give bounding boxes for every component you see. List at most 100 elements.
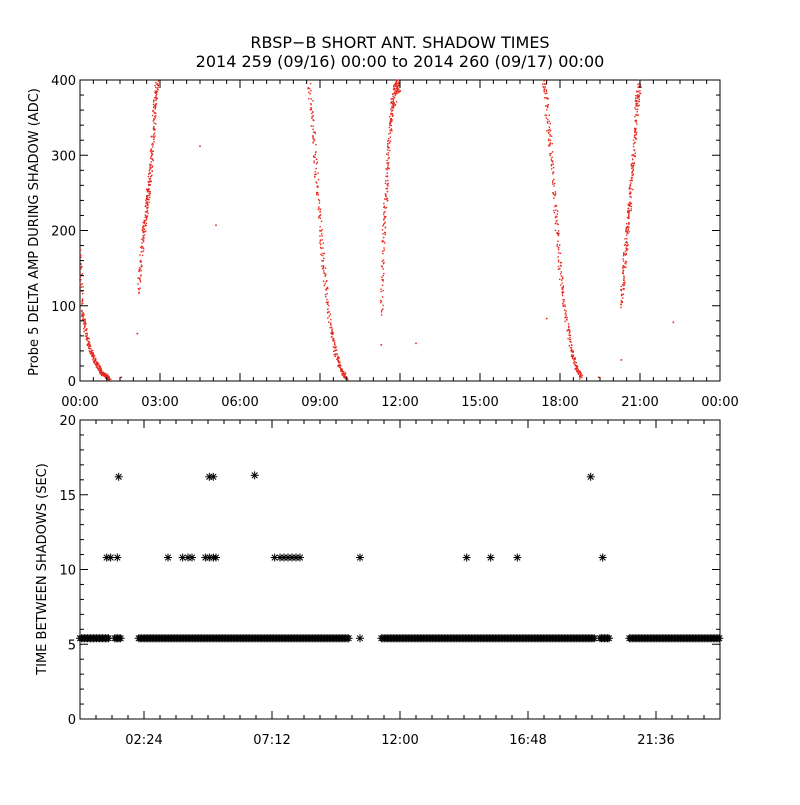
top-data-point: [105, 376, 107, 378]
top-data-point: [386, 183, 388, 186]
top-data-point: [142, 221, 144, 224]
top-data-point: [638, 104, 641, 107]
top-data-point: [319, 208, 322, 210]
top-data-point: [635, 108, 637, 111]
top-data-point: [389, 129, 392, 132]
top-data-point: [312, 135, 314, 137]
top-data-point: [549, 122, 551, 125]
top-data-point: [636, 97, 639, 99]
top-data-point: [575, 362, 577, 364]
top-data-point: [151, 114, 154, 117]
top-data-point: [331, 331, 333, 334]
top-data-point: [81, 301, 83, 303]
top-data-point: [322, 254, 324, 257]
top-data-point: [152, 118, 155, 120]
top-data-point: [141, 254, 144, 257]
top-data-point: [557, 268, 560, 271]
top-data-point: [329, 326, 331, 329]
top-data-point: [322, 266, 325, 268]
top-data-point: [341, 372, 344, 375]
top-data-point: [313, 160, 315, 162]
top-data-point: [557, 259, 560, 261]
top-data-point: [560, 275, 563, 277]
top-data-point: [323, 257, 325, 260]
top-data-point: [620, 306, 622, 309]
top-data-point: [579, 370, 581, 372]
top-data-point: [635, 138, 638, 140]
top-data-point: [391, 120, 393, 123]
top-data-point: [154, 91, 156, 94]
top-data-point: [570, 347, 573, 349]
top-data-point: [632, 145, 635, 148]
top-data-point: [312, 140, 315, 142]
top-data-point: [89, 353, 91, 355]
top-data-point: [90, 350, 93, 352]
top-data-point: [629, 195, 631, 198]
top-data-point: [562, 288, 564, 290]
top-data-point: [146, 201, 148, 203]
top-data-point: [151, 153, 154, 156]
top-data-point: [86, 334, 88, 337]
top-data-point: [151, 174, 153, 177]
top-data-point: [107, 377, 110, 379]
top-data-point: [150, 180, 153, 183]
top-data-point: [344, 373, 346, 376]
top-data-point: [104, 374, 107, 376]
bottom-data-point: [486, 553, 495, 562]
top-data-point: [572, 354, 575, 357]
top-data-point: [628, 223, 630, 225]
top-data-point: [384, 242, 386, 244]
top-data-point: [628, 187, 631, 190]
top-data-point: [625, 227, 628, 230]
top-data-point: [627, 210, 629, 212]
top-data-point: [635, 114, 637, 116]
top-data-point: [561, 279, 563, 281]
bottom-y-tick-label: 20: [59, 414, 76, 429]
top-data-point: [317, 186, 319, 188]
top-data-point: [153, 128, 156, 130]
top-data-point: [391, 103, 394, 105]
top-data-point: [579, 371, 582, 373]
top-data-point: [142, 226, 144, 229]
top-data-point: [557, 256, 559, 258]
top-data-point: [383, 202, 385, 205]
top-data-point: [394, 85, 397, 87]
top-data-point: [334, 344, 336, 346]
top-data-point: [629, 204, 631, 206]
top-data-point: [579, 374, 581, 377]
top-data-point: [95, 358, 97, 361]
top-data-point: [395, 91, 398, 94]
top-data-point: [149, 164, 152, 166]
top-data-point: [628, 202, 630, 205]
top-data-point: [152, 109, 154, 112]
top-data-point: [310, 125, 312, 127]
top-data-point: [566, 330, 568, 332]
top-data-point: [555, 220, 557, 223]
top-data-point: [92, 349, 94, 352]
top-data-point: [90, 350, 93, 353]
top-data-point: [381, 229, 384, 231]
top-data-point: [569, 347, 572, 349]
top-data-point: [549, 142, 552, 144]
top-data-point: [330, 336, 333, 338]
top-data-point: [576, 370, 578, 372]
top-data-point: [315, 158, 318, 161]
top-data-point: [579, 378, 581, 380]
top-data-point: [146, 188, 148, 191]
top-data-point: [143, 227, 145, 230]
top-data-point: [330, 323, 332, 326]
top-data-point: [635, 101, 638, 103]
top-data-point: [637, 83, 639, 85]
top-data-point: [551, 156, 553, 158]
top-data-point: [572, 351, 574, 353]
top-data-point: [99, 370, 102, 373]
top-data-point: [156, 88, 159, 90]
top-data-point: [628, 231, 630, 233]
top-data-point: [556, 232, 558, 235]
top-data-point: [557, 265, 560, 268]
top-data-point: [382, 213, 385, 216]
top-data-point: [548, 126, 551, 128]
top-data-point: [148, 201, 150, 204]
